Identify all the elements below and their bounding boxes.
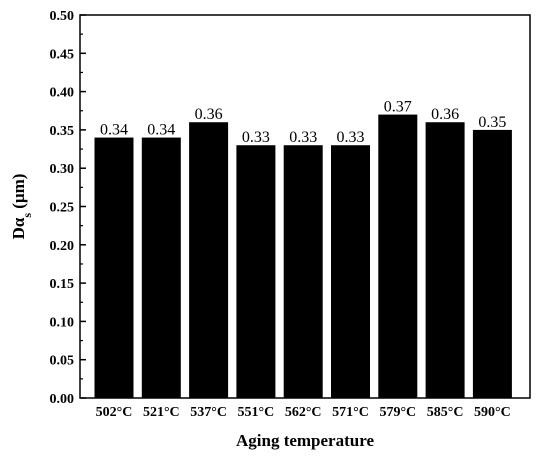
bar [189,122,229,399]
bar [94,137,134,398]
y-tick-label: 0.30 [50,162,75,177]
y-axis-title-main: Dα [9,217,28,239]
y-tick-label: 0.50 [50,9,75,24]
x-tick-label: 551°C [238,405,275,420]
bar-value-label: 0.34 [147,122,175,139]
plot-frame [79,14,531,399]
y-tick-label: 0.25 [50,201,75,216]
x-tick-label: 585°C [427,405,464,420]
y-tick-label: 0.40 [50,86,75,101]
bar [472,129,512,398]
bar [141,137,181,398]
x-tick-label: 579°C [379,405,416,420]
bar [283,145,323,398]
y-tick-label: 0.35 [50,124,75,139]
y-tick-label: 0.05 [50,354,75,369]
bar-value-label: 0.36 [431,106,459,123]
y-axis-title-unit: (μm) [9,174,28,213]
bar-value-label: 0.33 [289,129,317,146]
bar-value-label: 0.36 [195,106,223,123]
x-tick-label: 537°C [190,405,227,420]
y-tick-label: 0.15 [50,277,75,292]
x-axis-title: Aging temperature [236,431,374,450]
x-tick-label: 571°C [332,405,369,420]
y-axis-ticks: 0.00 0.05 0.10 0.15 0.20 0.25 0.30 0.35 0.40 0.45… [50,9,86,407]
y-axis-title-subscript: s [20,213,34,218]
bars [94,114,512,399]
y-tick-label: 0.45 [50,47,75,62]
y-tick-label: 0.10 [50,315,75,330]
x-tick-label: 521°C [143,405,180,420]
x-tick-label: 590°C [474,405,511,420]
y-tick-label: 0.00 [50,392,75,407]
bar-value-label: 0.33 [242,129,270,146]
bar [378,114,418,398]
bar-value-label: 0.37 [384,99,412,116]
bar-value-label: 0.34 [100,122,128,139]
x-tick-label: 502°C [96,405,133,420]
bar [425,122,465,399]
bar-value-label: 0.33 [337,129,365,146]
y-axis-title: Dαs (μm) [9,174,34,240]
y-tick-label: 0.20 [50,239,75,254]
x-axis-labels: 502°C 521°C 537°C 551°C 562°C 571°C 579°C 585°C… [96,392,511,420]
bar-value-label: 0.35 [478,114,506,131]
bar [331,145,370,398]
data-labels: 0.34 0.34 0.36 0.33 0.33 0.33 0.37 0.36 0.35 [100,99,506,147]
x-tick-label: 562°C [285,405,322,420]
bar [236,145,276,398]
